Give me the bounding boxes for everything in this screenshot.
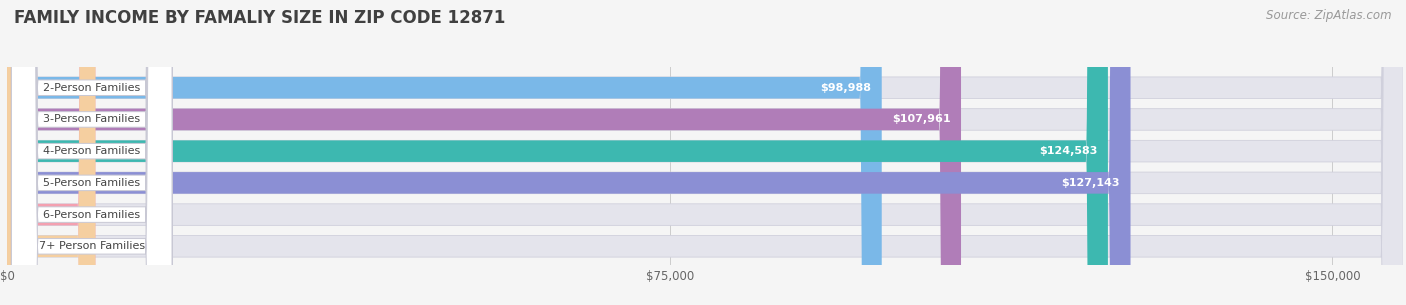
FancyBboxPatch shape [7,0,1403,305]
FancyBboxPatch shape [11,0,172,305]
Text: Source: ZipAtlas.com: Source: ZipAtlas.com [1267,9,1392,22]
FancyBboxPatch shape [11,0,172,305]
FancyBboxPatch shape [11,0,172,305]
FancyBboxPatch shape [7,0,1403,305]
FancyBboxPatch shape [11,0,172,305]
Text: $98,988: $98,988 [820,83,872,93]
FancyBboxPatch shape [7,0,1403,305]
FancyBboxPatch shape [7,0,1130,305]
FancyBboxPatch shape [7,0,1403,305]
Text: FAMILY INCOME BY FAMALIY SIZE IN ZIP CODE 12871: FAMILY INCOME BY FAMALIY SIZE IN ZIP COD… [14,9,505,27]
Text: $124,583: $124,583 [1039,146,1097,156]
Text: $127,143: $127,143 [1062,178,1121,188]
Text: 6-Person Families: 6-Person Families [44,210,141,220]
FancyBboxPatch shape [7,0,882,305]
FancyBboxPatch shape [7,0,1403,305]
FancyBboxPatch shape [7,0,96,305]
FancyBboxPatch shape [7,0,962,305]
Text: $0: $0 [103,241,118,251]
Text: 4-Person Families: 4-Person Families [44,146,141,156]
FancyBboxPatch shape [7,0,96,305]
FancyBboxPatch shape [7,0,1403,305]
Text: 7+ Person Families: 7+ Person Families [38,241,145,251]
Text: 2-Person Families: 2-Person Families [44,83,141,93]
FancyBboxPatch shape [11,0,172,305]
FancyBboxPatch shape [7,0,1108,305]
Text: $107,961: $107,961 [891,114,950,124]
FancyBboxPatch shape [11,0,172,305]
Text: 5-Person Families: 5-Person Families [44,178,141,188]
Text: 3-Person Families: 3-Person Families [44,114,141,124]
Text: $0: $0 [103,210,118,220]
